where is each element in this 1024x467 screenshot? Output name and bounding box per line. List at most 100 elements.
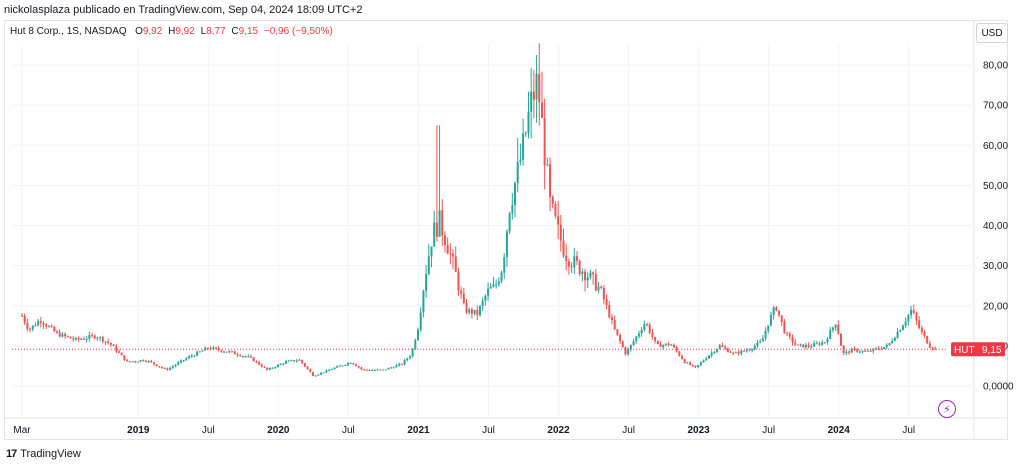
candle-body (355, 364, 358, 367)
candle-body (454, 256, 457, 272)
candle-body (468, 309, 471, 313)
y-tick-label: 70,00 (983, 101, 1008, 112)
candle-body (443, 235, 446, 246)
candle-body (780, 315, 783, 322)
candle-body (904, 321, 907, 326)
candle-body (260, 364, 263, 367)
candle-body (584, 271, 587, 281)
low-label: L (200, 26, 207, 37)
candle-body (500, 272, 503, 282)
candle-body (298, 359, 301, 361)
candle-body (384, 369, 387, 371)
candle-body (403, 360, 406, 365)
low-value: 8,77 (206, 26, 226, 37)
candle-body (864, 350, 867, 352)
candle-body (435, 222, 438, 237)
candle-body (144, 361, 147, 363)
candle-body (31, 325, 34, 330)
lightning-icon[interactable]: ⚡ (938, 400, 956, 418)
candle-body (69, 336, 72, 339)
candle-body (91, 335, 94, 337)
candle-body (285, 361, 288, 364)
x-tick-label: Jul (762, 425, 775, 436)
high-value: 9,92 (175, 26, 195, 37)
candle-body (508, 213, 511, 232)
candle-body (487, 288, 490, 296)
candle-body (799, 344, 802, 346)
candle-body (724, 346, 727, 349)
candle-body (600, 286, 603, 288)
candle-body (373, 369, 376, 371)
candle-body (807, 344, 810, 347)
candle-body (357, 366, 360, 368)
candle-body (616, 329, 619, 335)
y-tick-label: 30,00 (983, 261, 1008, 272)
candle-body (554, 204, 557, 217)
y-tick-label: 50,00 (983, 181, 1008, 192)
candle-body (866, 350, 869, 352)
candle-body (341, 365, 344, 367)
candle-body (470, 309, 473, 314)
candle-body (559, 224, 562, 241)
x-tick-label: 2021 (407, 425, 430, 436)
candle-body (578, 260, 581, 274)
candle-body (72, 338, 75, 340)
candle-body (821, 342, 824, 345)
candle-body (37, 321, 40, 326)
candle-body (654, 336, 657, 341)
candle-body (88, 335, 91, 339)
candle-series (21, 43, 937, 377)
candle-body (333, 367, 336, 370)
change-value: −0,96 (−9,50%) (263, 26, 333, 37)
candle-body (406, 358, 409, 361)
candle-body (150, 360, 153, 363)
open-value: 9,92 (142, 26, 163, 37)
candle-body (64, 333, 67, 337)
x-tick-label: Jul (342, 425, 355, 436)
candle-body (516, 161, 519, 184)
candle-body (869, 350, 872, 352)
candle-body (872, 348, 875, 352)
candle-body (540, 102, 543, 118)
candle-body (602, 287, 605, 300)
candle-body (433, 222, 436, 247)
candle-body (241, 356, 244, 358)
candle-body (61, 333, 64, 337)
candle-body (802, 344, 805, 348)
candle-body (877, 348, 880, 350)
candle-body (387, 367, 390, 370)
candle-body (174, 364, 177, 367)
x-tick-label: 2023 (688, 425, 711, 436)
candle-body (346, 363, 349, 365)
candle-body (338, 365, 341, 367)
high-label: H (168, 26, 176, 37)
candle-body (586, 277, 589, 281)
candle-body (492, 284, 495, 287)
candle-body (899, 330, 902, 332)
candle-body (505, 231, 508, 258)
candle-body (395, 365, 398, 368)
x-tick-label: 2024 (828, 425, 851, 436)
candle-body (400, 363, 403, 365)
currency-button[interactable]: USD (976, 23, 1008, 43)
symbol-legend: Hut 8 Corp., 1S, NASDAQ O9,92 H9,92 L8,7… (10, 26, 336, 37)
candle-body (745, 350, 748, 352)
candle-body (511, 205, 514, 214)
symbol-name: Hut 8 Corp., 1S, NASDAQ (10, 26, 127, 37)
candle-body (891, 340, 894, 344)
candle-body (794, 342, 797, 345)
candle-body (567, 261, 570, 267)
candle-body (823, 342, 826, 344)
candle-body (532, 91, 535, 100)
candle-body (729, 352, 732, 354)
candle-body (23, 315, 26, 323)
candle-body (829, 330, 832, 340)
candle-body (885, 344, 888, 347)
candle-body (562, 240, 565, 256)
candle-body (748, 350, 751, 352)
candle-body (293, 360, 296, 362)
candle-body (126, 360, 129, 362)
candle-body (764, 330, 767, 339)
candle-body (158, 366, 161, 368)
